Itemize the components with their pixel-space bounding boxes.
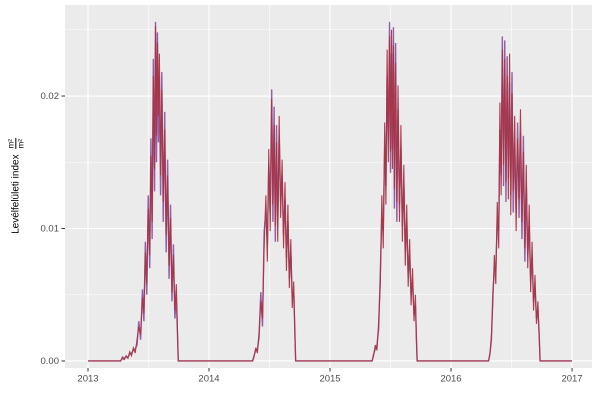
y-axis-title-text: Levélfelületi index xyxy=(10,154,22,234)
x-tick-label: 2014 xyxy=(198,374,219,385)
y-tick-label: 0.00 xyxy=(41,356,60,367)
y-axis-unit-denominator: m² xyxy=(16,139,26,149)
x-tick-label: 2016 xyxy=(440,374,461,385)
y-tick-label: 0.02 xyxy=(41,91,60,102)
y-tick-label: 0.01 xyxy=(41,224,60,235)
y-axis-title: Levélfelületi index m² m² xyxy=(6,138,26,234)
series-line-model-red xyxy=(87,25,573,362)
x-tick-label: 2017 xyxy=(561,374,582,385)
x-tick-label: 2013 xyxy=(77,374,98,385)
y-axis-unit-numerator: m² xyxy=(6,138,17,150)
x-tick-label: 2015 xyxy=(319,374,340,385)
y-axis-unit-fraction: m² m² xyxy=(6,138,26,150)
